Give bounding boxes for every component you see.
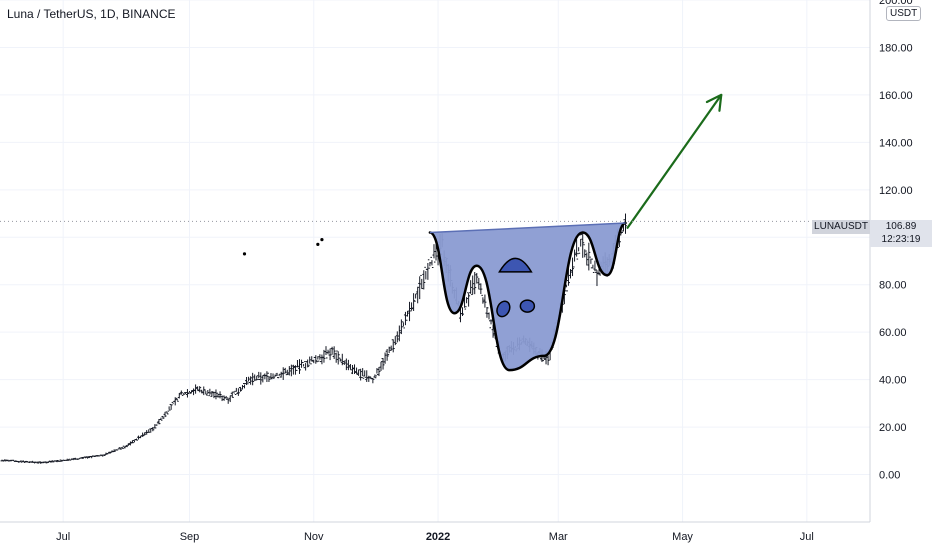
price-axis[interactable]: 0.0020.0040.0060.0080.00100.00120.00140.… xyxy=(879,0,913,482)
pattern-left-mark xyxy=(496,300,511,318)
time-axis[interactable]: Jul Sep Nov 2022 Mar May Jul xyxy=(56,531,814,543)
price-tick-label: 20.00 xyxy=(879,422,907,434)
chart-title: Luna / TetherUS, 1D, BINANCE xyxy=(7,7,176,21)
price-series xyxy=(0,213,628,464)
time-tick-label: Jul xyxy=(56,531,70,543)
time-tick-label: 2022 xyxy=(426,531,450,543)
price-tick-label: 60.00 xyxy=(879,327,907,339)
drawings xyxy=(0,93,870,372)
last-price-label: 106.89 12:23:19 xyxy=(870,220,932,247)
ticker-label: LUNAUSDT xyxy=(812,220,870,234)
time-tick-label: Nov xyxy=(304,531,324,543)
time-tick-label: May xyxy=(672,531,693,543)
price-tick-label: 200.00 xyxy=(879,0,913,7)
dot-marker xyxy=(320,238,324,242)
time-tick-label: Sep xyxy=(180,531,200,543)
dot-marker xyxy=(242,252,247,256)
price-tick-label: 80.00 xyxy=(879,280,907,292)
price-tick-label: 120.00 xyxy=(879,185,913,197)
dot-marker xyxy=(316,242,320,246)
pattern-right-mark xyxy=(519,299,536,313)
price-tick-label: 0.00 xyxy=(879,470,900,482)
time-tick-label: Jul xyxy=(800,531,814,543)
price-tick-label: 40.00 xyxy=(879,375,907,387)
price-tick-label: 180.00 xyxy=(879,42,913,54)
neckline xyxy=(429,222,626,234)
target-arrow-line xyxy=(626,93,723,229)
time-tick-label: Mar xyxy=(549,531,568,543)
pattern-cap-mark xyxy=(498,257,533,273)
last-price-value: 106.89 xyxy=(885,221,917,232)
pattern-outline xyxy=(428,221,627,372)
price-tick-label: 160.00 xyxy=(879,90,913,102)
bar-countdown: 12:23:19 xyxy=(881,234,921,245)
target-arrow-head xyxy=(705,93,723,112)
currency-unit-button[interactable]: USDT xyxy=(886,6,922,21)
inverse-head-shoulders-fill xyxy=(429,223,626,371)
price-tick-label: 140.00 xyxy=(879,137,913,149)
